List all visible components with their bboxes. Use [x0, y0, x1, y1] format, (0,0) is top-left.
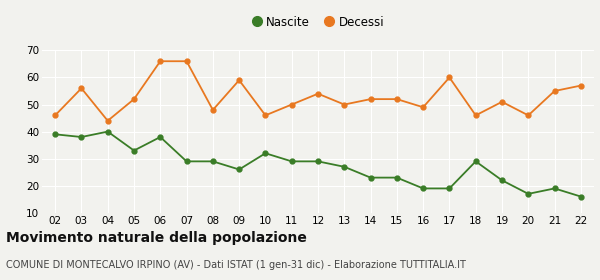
- Text: Movimento naturale della popolazione: Movimento naturale della popolazione: [6, 231, 307, 245]
- Text: COMUNE DI MONTECALVO IRPINO (AV) - Dati ISTAT (1 gen-31 dic) - Elaborazione TUTT: COMUNE DI MONTECALVO IRPINO (AV) - Dati …: [6, 260, 466, 270]
- Legend: Nascite, Decessi: Nascite, Decessi: [247, 11, 389, 33]
